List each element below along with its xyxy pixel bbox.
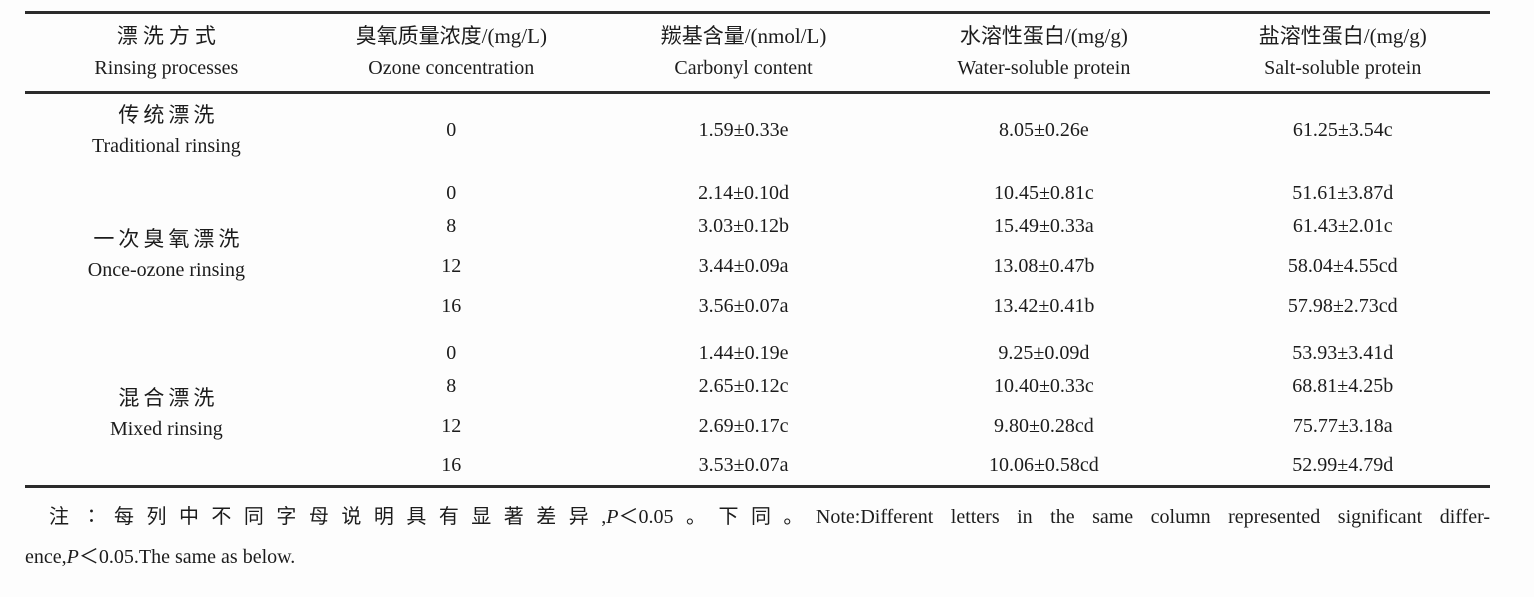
footnote: 注∶每列中不同字母说明具有显著差异,P＜0.05。下同。Note:Differe… xyxy=(25,497,1490,577)
water-protein-cell: 15.49±0.33a xyxy=(993,215,1094,237)
table-row: 8 2.65±0.12c 10.40±0.33c 68.81±4.25b xyxy=(25,367,1490,407)
water-protein-cell: 10.45±0.81c xyxy=(993,182,1094,204)
water-protein-cell: 13.42±0.41b xyxy=(993,295,1095,317)
ozone-cell: 0 xyxy=(446,342,457,364)
ozone-cell: 12 xyxy=(441,415,462,437)
water-protein-cell: 8.05±0.26e xyxy=(998,118,1089,141)
group-label-zh: 混合漂洗 xyxy=(118,385,219,410)
carbonyl-cell: 3.44±0.09a xyxy=(698,255,789,277)
table-row: 16 3.56±0.07a 13.42±0.41b 57.98±2.73cd xyxy=(25,287,1490,327)
table-row: 混合漂洗 Mixed rinsing 0 1.44±0.19e 9.25±0.0… xyxy=(25,327,1490,440)
header-zh: 臭氧质量浓度/(mg/L) xyxy=(355,24,547,48)
table-row: 一次臭氧漂洗 Once-ozone rinsing 0 2.14±0.10d 1… xyxy=(25,167,1490,281)
ozone-cell: 16 xyxy=(441,295,462,317)
salt-protein-cell: 68.81±4.25b xyxy=(1292,375,1394,397)
salt-protein-cell: 52.99±4.79d xyxy=(1292,454,1394,477)
salt-protein-cell: 58.04±4.55cd xyxy=(1287,255,1398,277)
carbonyl-cell: 3.03±0.12b xyxy=(698,215,790,237)
water-protein-cell: 10.06±0.58cd xyxy=(988,454,1099,477)
column-header-water-soluble-protein: 水溶性蛋白/(mg/g) Water-soluble protein xyxy=(892,12,1196,94)
salt-protein-cell: 61.25±3.54c xyxy=(1292,118,1393,141)
salt-protein-cell: 57.98±2.73cd xyxy=(1287,295,1398,317)
table-row: 8 3.03±0.12b 15.49±0.33a 61.43±2.01c xyxy=(25,207,1490,247)
header-zh: 水溶性蛋白/(mg/g) xyxy=(959,24,1128,48)
footnote-p-italic: P xyxy=(66,546,79,568)
footnote-line-1: 注∶每列中不同字母说明具有显著差异,P＜0.05。下同。Note:Differe… xyxy=(25,497,1490,537)
header-en: Rinsing processes xyxy=(94,57,239,79)
ozone-cell: 8 xyxy=(446,215,457,237)
group-label-en: Once-ozone rinsing xyxy=(87,258,245,281)
salt-protein-cell: 53.93±3.41d xyxy=(1292,342,1394,364)
table-header: 漂洗方式 Rinsing processes 臭氧质量浓度/(mg/L) Ozo… xyxy=(25,12,1490,94)
column-header-rinsing-process: 漂洗方式 Rinsing processes xyxy=(25,12,308,94)
footnote-text: ＜0.05。下同。Note:Different letters in the s… xyxy=(618,506,1491,528)
footnote-text: 注∶每列中不同字母说明具有显著差异, xyxy=(49,506,607,528)
salt-protein-cell: 61.43±2.01c xyxy=(1292,215,1393,237)
group-label-en: Mixed rinsing xyxy=(109,417,223,440)
carbonyl-cell: 3.56±0.07a xyxy=(698,295,789,317)
ozone-cell: 12 xyxy=(441,255,462,277)
group-label-en: Traditional rinsing xyxy=(92,135,241,158)
ozone-cell: 8 xyxy=(446,375,457,397)
header-row: 漂洗方式 Rinsing processes 臭氧质量浓度/(mg/L) Ozo… xyxy=(25,12,1490,94)
table-row: 16 3.53±0.07a 10.06±0.58cd 52.99±4.79d xyxy=(25,447,1490,487)
ozone-cell: 16 xyxy=(441,454,462,477)
carbonyl-cell: 3.53±0.07a xyxy=(698,454,789,477)
header-en: Water-soluble protein xyxy=(957,57,1131,79)
header-en: Carbonyl content xyxy=(674,57,813,79)
column-header-carbonyl-content: 羰基含量/(nmol/L) Carbonyl content xyxy=(594,12,893,94)
header-zh: 漂洗方式 xyxy=(116,24,221,48)
water-protein-cell: 9.25±0.09d xyxy=(998,342,1090,364)
water-protein-cell: 9.80±0.28cd xyxy=(993,415,1094,437)
water-protein-cell: 10.40±0.33c xyxy=(993,375,1094,397)
footnote-p-italic: P xyxy=(606,506,619,528)
ozone-cell: 0 xyxy=(446,182,457,204)
table-row: 传统漂洗 Traditional rinsing 0 1.59±0.33e 8.… xyxy=(25,93,1490,167)
carbonyl-cell: 1.59±0.33e xyxy=(698,118,789,141)
group-label-cell: 混合漂洗 Mixed rinsing xyxy=(25,327,308,487)
footnote-text: ＜0.05.The same as below. xyxy=(78,546,296,568)
group-label-cell: 一次臭氧漂洗 Once-ozone rinsing xyxy=(25,167,308,327)
carbonyl-cell: 2.65±0.12c xyxy=(698,375,789,397)
footnote-text: ence, xyxy=(25,546,67,568)
group-label-zh: 传统漂洗 xyxy=(118,103,219,128)
carbonyl-cell: 2.69±0.17c xyxy=(698,415,789,437)
table-row: 12 3.44±0.09a 13.08±0.47b 58.04±4.55cd xyxy=(25,247,1490,287)
rinsing-results-table: 漂洗方式 Rinsing processes 臭氧质量浓度/(mg/L) Ozo… xyxy=(25,11,1490,488)
water-protein-cell: 13.08±0.47b xyxy=(993,255,1095,277)
header-zh: 盐溶性蛋白/(mg/g) xyxy=(1258,24,1427,48)
carbonyl-cell: 2.14±0.10d xyxy=(698,182,790,204)
salt-protein-cell: 51.61±3.87d xyxy=(1292,182,1394,204)
table-row: 12 2.69±0.17c 9.80±0.28cd 75.77±3.18a xyxy=(25,407,1490,447)
header-en: Salt-soluble protein xyxy=(1264,57,1422,79)
footnote-line-2: ence,P＜0.05.The same as below. xyxy=(25,537,1490,577)
ozone-cell: 0 xyxy=(446,118,457,141)
header-en: Ozone concentration xyxy=(368,57,535,79)
carbonyl-cell: 1.44±0.19e xyxy=(698,342,789,364)
column-header-ozone-concentration: 臭氧质量浓度/(mg/L) Ozone concentration xyxy=(307,12,595,94)
column-header-salt-soluble-protein: 盐溶性蛋白/(mg/g) Salt-soluble protein xyxy=(1195,12,1490,94)
header-zh: 羰基含量/(nmol/L) xyxy=(660,24,827,48)
table-body: 传统漂洗 Traditional rinsing 0 1.59±0.33e 8.… xyxy=(25,93,1490,487)
group-label-cell: 传统漂洗 Traditional rinsing xyxy=(25,93,308,167)
salt-protein-cell: 75.77±3.18a xyxy=(1292,415,1393,437)
group-label-zh: 一次臭氧漂洗 xyxy=(93,226,244,251)
